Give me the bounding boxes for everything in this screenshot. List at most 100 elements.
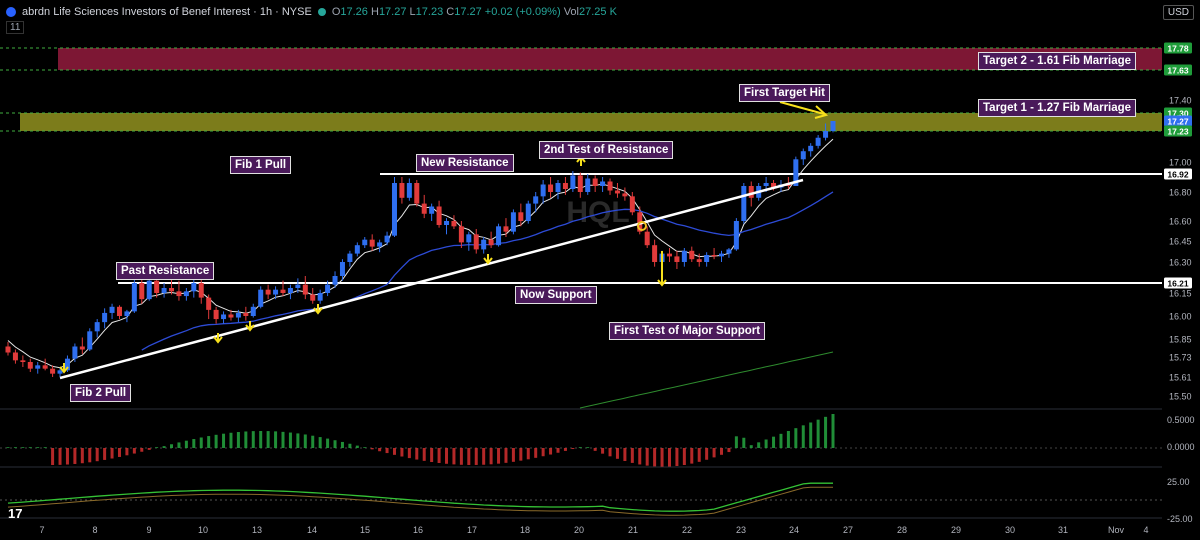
candle-body bbox=[280, 289, 286, 293]
histogram-bar bbox=[474, 448, 478, 465]
time-tick-label: 21 bbox=[628, 525, 638, 535]
time-tick-label: 16 bbox=[413, 525, 423, 535]
trendline-touch-marker bbox=[637, 221, 647, 231]
histogram-bar bbox=[675, 448, 679, 466]
candle-body bbox=[793, 159, 799, 186]
candle-body bbox=[652, 245, 658, 262]
histogram-bar bbox=[556, 448, 560, 453]
indicator-badge[interactable]: 11 bbox=[6, 21, 25, 34]
histogram-bar bbox=[103, 448, 107, 460]
candle-body bbox=[42, 365, 48, 369]
price-tick-label: 16.15 bbox=[1169, 289, 1192, 299]
histogram-bar bbox=[177, 442, 181, 448]
oscillator-line bbox=[7, 482, 833, 512]
histogram-bar bbox=[28, 447, 32, 448]
price-badge-label: 16.92 bbox=[1167, 170, 1189, 180]
candle-body bbox=[763, 183, 769, 186]
candle-body bbox=[64, 358, 70, 371]
symbol-title[interactable]: abrdn Life Sciences Investors of Benef I… bbox=[22, 6, 312, 18]
histogram-bar bbox=[110, 448, 114, 459]
histogram-bar bbox=[400, 448, 404, 457]
histogram-bar bbox=[407, 448, 411, 459]
histogram-bar bbox=[6, 447, 10, 448]
price-badge bbox=[1164, 115, 1192, 127]
candle-body bbox=[369, 239, 375, 247]
histogram-bar bbox=[266, 431, 270, 448]
histogram-bar bbox=[615, 448, 619, 459]
ohlc-readout: O17.26 H17.27 L17.23 C17.27 +0.02 (+0.09… bbox=[331, 6, 617, 18]
histogram-bar bbox=[333, 440, 337, 448]
histogram-bar bbox=[623, 448, 627, 462]
candle-body bbox=[466, 234, 472, 243]
candle-body bbox=[622, 193, 628, 197]
candle-body bbox=[5, 346, 11, 353]
histogram-bar bbox=[199, 437, 203, 448]
candle-body bbox=[399, 183, 405, 198]
histogram-bar bbox=[296, 433, 300, 448]
price-tick-label: 15.50 bbox=[1169, 392, 1192, 402]
candle-body bbox=[496, 226, 502, 246]
histogram-bar bbox=[58, 448, 62, 465]
currency-selector[interactable]: USD bbox=[1162, 5, 1194, 20]
histogram-bar bbox=[586, 447, 590, 448]
histogram-bar bbox=[489, 448, 493, 465]
candle-body bbox=[451, 221, 457, 227]
candle-body bbox=[473, 234, 479, 250]
histogram-bar bbox=[727, 448, 731, 453]
candle-body bbox=[325, 284, 331, 293]
candle-body bbox=[384, 235, 390, 243]
candle-body bbox=[139, 283, 145, 300]
annotation-second-test: 2nd Test of Resistance bbox=[539, 141, 674, 159]
histogram-bar bbox=[162, 446, 166, 448]
candle-body bbox=[258, 289, 264, 307]
histogram-bar bbox=[504, 448, 508, 463]
annotation-fib1-pull: Fib 1 Pull bbox=[230, 156, 292, 174]
histogram-bar bbox=[318, 437, 322, 448]
candle-body bbox=[161, 288, 167, 293]
price-badge-label: 17.63 bbox=[1167, 66, 1189, 76]
histogram-bar bbox=[549, 448, 553, 455]
histogram-bar bbox=[697, 448, 701, 462]
time-tick-label: 29 bbox=[951, 525, 961, 535]
histogram-bar bbox=[772, 436, 776, 448]
target-hit-arrow-icon bbox=[779, 101, 825, 115]
oscillator-tick-label: 0.5000 bbox=[1167, 415, 1195, 425]
candle-body bbox=[87, 331, 93, 350]
histogram-bar bbox=[214, 434, 218, 448]
histogram-bar bbox=[601, 448, 605, 454]
candle-body bbox=[12, 352, 18, 361]
histogram-bar bbox=[13, 447, 17, 448]
candle-body bbox=[273, 289, 279, 295]
candle-body bbox=[414, 183, 420, 204]
histogram-bar bbox=[608, 448, 612, 457]
annotation-fib2-pull: Fib 2 Pull bbox=[70, 384, 132, 402]
candle-body bbox=[711, 255, 717, 257]
time-tick-label: 23 bbox=[736, 525, 746, 535]
time-tick-label: 10 bbox=[198, 525, 208, 535]
histogram-bar bbox=[303, 434, 307, 448]
time-tick-label: 24 bbox=[789, 525, 799, 535]
price-badge-label: 17.78 bbox=[1167, 44, 1189, 54]
zone-target2 bbox=[58, 48, 1162, 70]
histogram-bar bbox=[809, 422, 813, 448]
oscillator-tick-label: 25.00 bbox=[1167, 477, 1190, 487]
histogram-bar bbox=[363, 447, 367, 448]
histogram-bar bbox=[742, 437, 746, 448]
histogram-bar bbox=[51, 448, 55, 465]
histogram-bar bbox=[192, 439, 196, 448]
candle-body bbox=[109, 306, 115, 313]
candle-body bbox=[27, 362, 33, 369]
candle-body bbox=[719, 253, 725, 257]
histogram-bar bbox=[801, 425, 805, 448]
histogram-bar bbox=[73, 448, 77, 464]
candle-body bbox=[510, 212, 516, 232]
candle-body bbox=[592, 178, 598, 186]
candle-body bbox=[674, 256, 680, 262]
support-arrow-icon-head bbox=[59, 366, 69, 374]
support-arrow-icon-head bbox=[483, 257, 493, 265]
candle-body bbox=[785, 184, 791, 186]
candle-body bbox=[458, 226, 464, 243]
support-arrow-icon-head bbox=[313, 307, 323, 315]
candle-body bbox=[741, 186, 747, 221]
histogram-bar bbox=[147, 448, 151, 450]
